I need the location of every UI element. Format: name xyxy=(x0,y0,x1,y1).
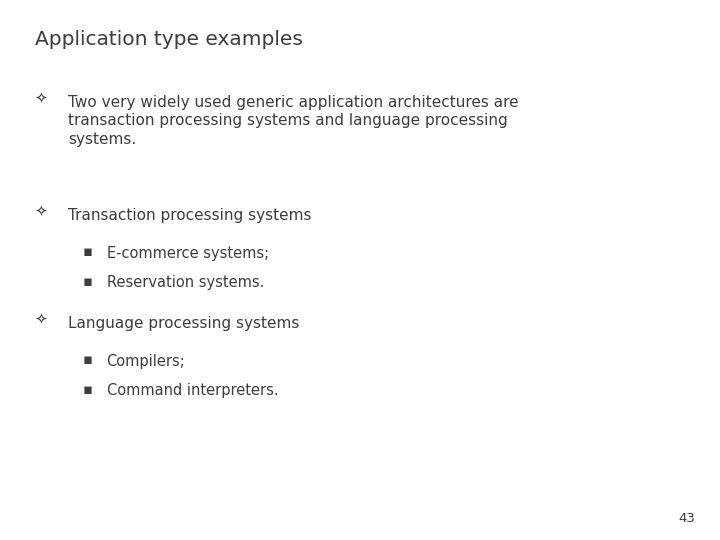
Text: Application type examples: Application type examples xyxy=(35,30,302,49)
Text: Reservation systems.: Reservation systems. xyxy=(107,275,264,291)
Text: Transaction processing systems: Transaction processing systems xyxy=(68,208,312,223)
Text: ✧: ✧ xyxy=(35,90,48,105)
Text: 43: 43 xyxy=(678,512,695,525)
Text: ✧: ✧ xyxy=(35,312,48,327)
Text: ▪: ▪ xyxy=(83,274,93,289)
Text: E-commerce systems;: E-commerce systems; xyxy=(107,246,269,261)
Text: Command interpreters.: Command interpreters. xyxy=(107,383,278,399)
Text: ▪: ▪ xyxy=(83,382,93,397)
Text: Compilers;: Compilers; xyxy=(107,354,185,369)
Text: ▪: ▪ xyxy=(83,244,93,259)
Text: Two very widely used generic application architectures are
transaction processin: Two very widely used generic application… xyxy=(68,94,519,147)
Text: ▪: ▪ xyxy=(83,352,93,367)
Text: Language processing systems: Language processing systems xyxy=(68,316,300,331)
Text: ✧: ✧ xyxy=(35,204,48,219)
